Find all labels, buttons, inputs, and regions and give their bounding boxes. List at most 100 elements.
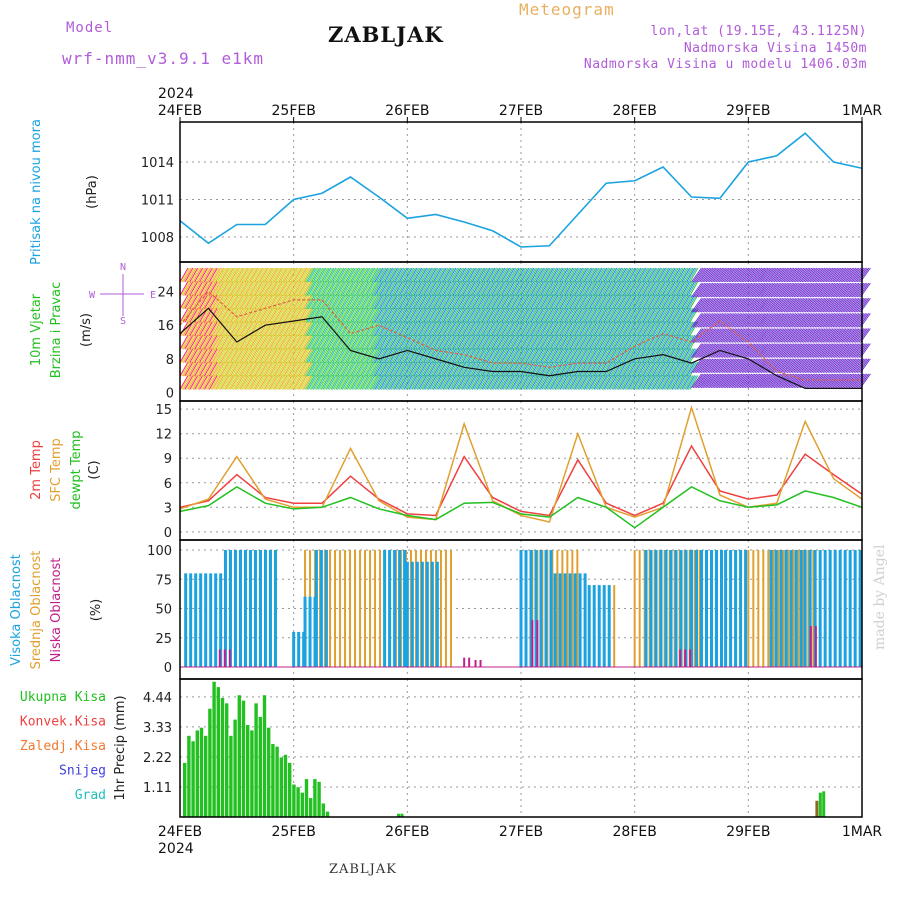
wind-barb <box>575 267 585 283</box>
wind-barb <box>505 361 515 377</box>
wind-barb <box>530 334 540 350</box>
wind-barb <box>236 281 246 296</box>
wind-barb <box>190 281 200 296</box>
wind-barb <box>377 308 387 323</box>
wind-barb <box>520 375 530 390</box>
wind-barb <box>579 361 588 377</box>
wind-barb <box>557 281 567 296</box>
wind-barb <box>488 334 497 350</box>
wind-barb <box>567 334 577 350</box>
wind-barb <box>397 334 407 350</box>
wind-barb <box>276 308 286 323</box>
wind-barb <box>330 348 340 363</box>
wind-barb <box>809 267 821 283</box>
year-label-bottom: 2024 <box>158 841 194 857</box>
wind-barb <box>421 281 431 296</box>
wind-barb <box>812 267 824 283</box>
wind-barb <box>229 308 239 323</box>
wind-barb <box>749 313 761 328</box>
wind-barb <box>522 348 532 363</box>
wind-barb <box>505 267 515 283</box>
wind-barb <box>535 294 545 310</box>
wind-barb <box>338 361 348 377</box>
wind-barb <box>242 348 252 363</box>
wind-barb <box>255 348 265 363</box>
wind-barb <box>320 375 330 390</box>
wind-barb <box>228 348 238 363</box>
wind-barb <box>759 282 771 298</box>
wind-barb <box>678 375 687 390</box>
wind-barb <box>630 334 640 350</box>
wind-barb <box>460 375 470 390</box>
wind-barb <box>351 375 361 390</box>
wind-barb <box>743 313 754 328</box>
wind-barb <box>811 297 823 313</box>
wind-barb <box>221 375 231 390</box>
wind-barb <box>296 294 306 310</box>
wind-barb <box>291 375 301 390</box>
wind-barb <box>812 343 824 358</box>
wind-barb <box>510 294 520 310</box>
wind-barb <box>239 361 249 377</box>
wind-barb <box>548 375 558 390</box>
wind-barb <box>507 281 517 296</box>
wind-barb <box>343 294 353 310</box>
wind-barb <box>311 334 320 350</box>
wind-barb <box>811 358 823 374</box>
wind-barb <box>324 294 333 310</box>
wind-barb <box>739 343 751 358</box>
wind-barb <box>632 294 642 310</box>
wind-barb <box>808 373 819 389</box>
wind-barb <box>416 334 426 350</box>
wind-barb <box>619 334 629 350</box>
wind-barb <box>678 321 687 337</box>
wind-barb <box>194 334 204 350</box>
wind-barb <box>502 267 512 283</box>
wind-barb <box>764 313 775 328</box>
wind-barb <box>619 321 629 337</box>
wind-barb <box>470 348 480 363</box>
wind-barb <box>795 373 806 389</box>
wind-barb <box>418 375 428 390</box>
wind-barb <box>795 358 806 374</box>
wind-barb <box>218 281 228 296</box>
wind-barb <box>212 308 221 323</box>
wind-barb <box>668 375 678 390</box>
wind-barb <box>257 321 267 337</box>
wind-barb <box>233 294 243 310</box>
wind-barb <box>510 361 520 377</box>
wind-barb <box>605 281 614 296</box>
wind-barb <box>635 267 645 283</box>
wind-barb <box>380 348 390 363</box>
wind-barb <box>746 358 758 374</box>
precip-bar <box>254 703 258 817</box>
wind-barb <box>614 348 624 363</box>
wind-barb <box>544 375 554 390</box>
wind-barb <box>220 334 230 350</box>
wind-barb <box>234 348 244 363</box>
wind-barb <box>741 313 753 328</box>
wind-barb <box>527 267 536 283</box>
wind-barb <box>538 348 548 363</box>
precip-bar <box>325 811 330 817</box>
wind-barb <box>306 308 316 323</box>
wind-barb <box>251 348 260 363</box>
wind-barb <box>658 375 668 390</box>
wind-barb <box>569 321 579 337</box>
wind-barb <box>390 375 400 390</box>
wind-barb <box>661 308 671 323</box>
wind-barb <box>773 343 785 358</box>
wind-barb <box>481 308 491 323</box>
wind-barb <box>695 343 707 358</box>
wind-barb <box>502 281 512 296</box>
wind-barb <box>564 308 574 323</box>
wind-barb <box>458 375 468 390</box>
wind-barb <box>824 373 836 389</box>
wind-barb <box>717 297 728 313</box>
wind-barb <box>855 373 866 389</box>
wind-barb <box>437 308 447 323</box>
wind-barb <box>210 294 220 310</box>
wind-barb <box>463 334 473 350</box>
wind-barb <box>536 281 546 296</box>
wind-barb <box>415 281 424 296</box>
